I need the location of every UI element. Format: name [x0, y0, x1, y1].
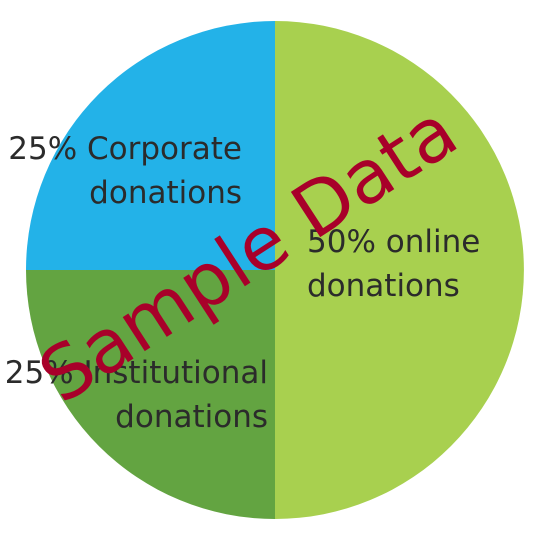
slice-label-line: 25% Institutional	[5, 355, 268, 391]
slice-label-line: donations	[115, 399, 268, 435]
slice-label-line: 25% Corporate	[8, 131, 242, 167]
slice-label-line: 50% online	[307, 224, 480, 260]
pie-slices	[26, 21, 524, 519]
slice-label-online-donations: 50% online donations	[307, 224, 480, 304]
pie-slice-online-donations	[275, 21, 524, 519]
slice-label-line: donations	[89, 175, 242, 211]
pie-labels: 50% online donations 25% Institutional dona…	[5, 131, 481, 435]
slice-label-institutional-donations: 25% Institutional donations	[5, 355, 268, 435]
slice-label-corporate-donations: 25% Corporate donations	[8, 131, 242, 211]
slice-label-line: donations	[307, 268, 460, 304]
pie-slice-corporate-donations	[26, 21, 275, 270]
pie-slice-institutional-donations	[26, 270, 275, 519]
